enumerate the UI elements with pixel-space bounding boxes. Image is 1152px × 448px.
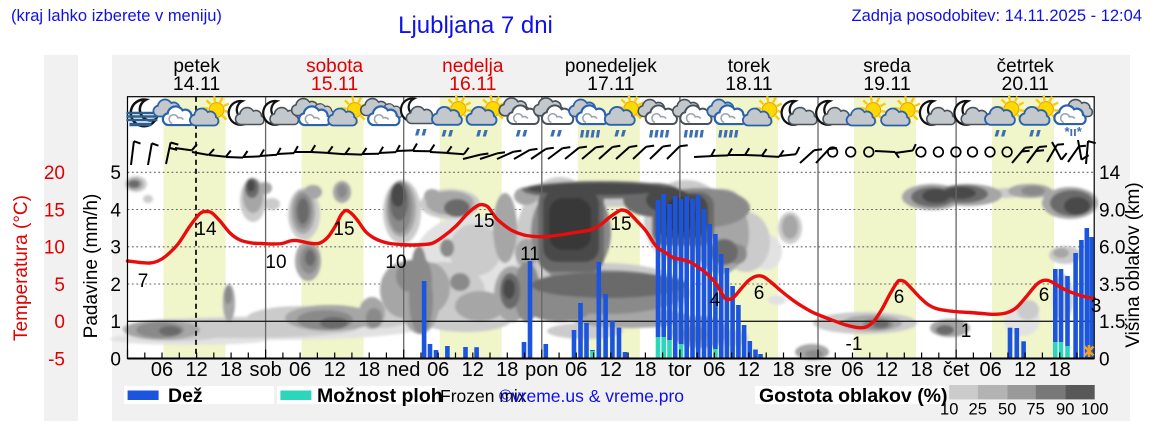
svg-text:12: 12: [876, 359, 898, 381]
svg-text:Temperatura (°C): Temperatura (°C): [11, 195, 32, 341]
svg-text:tor: tor: [668, 359, 692, 381]
svg-text:18: 18: [634, 359, 656, 381]
svg-text:20: 20: [44, 163, 65, 184]
svg-text:5: 5: [110, 163, 121, 184]
svg-text:sre: sre: [804, 359, 832, 381]
svg-text:1.5: 1.5: [1099, 312, 1125, 333]
svg-text:Višina oblakov (km): Višina oblakov (km): [1123, 182, 1144, 347]
svg-text:ned: ned: [387, 359, 420, 381]
svg-text:sob: sob: [249, 359, 281, 381]
svg-text:14.11: 14.11: [173, 73, 220, 95]
svg-text:6: 6: [1039, 285, 1050, 306]
svg-text:18: 18: [1049, 359, 1071, 381]
svg-text:15.11: 15.11: [311, 73, 358, 95]
svg-text:06: 06: [841, 359, 863, 381]
svg-text:15: 15: [473, 211, 494, 232]
svg-text:0: 0: [110, 349, 121, 370]
svg-text:pon: pon: [525, 359, 558, 381]
svg-text:9.0: 9.0: [1099, 200, 1125, 221]
svg-text:12: 12: [185, 359, 207, 381]
svg-text:12: 12: [1014, 359, 1036, 381]
svg-text:1: 1: [110, 312, 121, 333]
svg-text:12: 12: [600, 359, 622, 381]
svg-text:6: 6: [754, 283, 765, 304]
svg-text:4: 4: [710, 290, 721, 311]
svg-text:20.11: 20.11: [1002, 73, 1049, 95]
svg-text:16.11: 16.11: [449, 73, 496, 95]
svg-text:15: 15: [44, 200, 65, 221]
svg-text:Zadnja posodobitev: 14.11.2025: Zadnja posodobitev: 14.11.2025 - 12:04: [852, 7, 1143, 25]
svg-text:15: 15: [333, 219, 354, 240]
svg-text:©vreme.us & vreme.pro: ©vreme.us & vreme.pro: [499, 386, 684, 406]
svg-text:10: 10: [940, 401, 958, 419]
svg-text:3.5: 3.5: [1099, 275, 1125, 296]
svg-text:15: 15: [610, 214, 631, 235]
svg-text:18: 18: [496, 359, 518, 381]
svg-text:11: 11: [520, 244, 540, 265]
svg-text:14: 14: [1099, 163, 1121, 184]
svg-text:-5: -5: [48, 349, 65, 370]
svg-text:14: 14: [195, 219, 217, 240]
svg-text:10: 10: [44, 238, 65, 259]
svg-text:6: 6: [894, 287, 905, 308]
svg-text:Možnost ploh: Možnost ploh: [317, 385, 443, 407]
svg-text:06: 06: [151, 359, 173, 381]
svg-text:*ıı*: *ıı*: [1065, 124, 1083, 139]
svg-text:7: 7: [138, 271, 149, 292]
svg-text:2: 2: [110, 275, 121, 296]
svg-text:Padavine (mm/h): Padavine (mm/h): [81, 194, 102, 339]
svg-text:100: 100: [1081, 401, 1109, 419]
svg-text:10: 10: [385, 252, 406, 273]
svg-text:5: 5: [54, 275, 65, 296]
svg-text:18: 18: [358, 359, 380, 381]
svg-text:čet: čet: [943, 359, 970, 381]
svg-text:25: 25: [969, 401, 987, 419]
svg-text:90: 90: [1056, 401, 1074, 419]
svg-text:6.0: 6.0: [1099, 238, 1125, 259]
svg-text:18: 18: [220, 359, 242, 381]
svg-text:75: 75: [1026, 401, 1044, 419]
svg-text:18: 18: [772, 359, 794, 381]
svg-text:17.11: 17.11: [587, 73, 634, 95]
svg-text:06: 06: [703, 359, 725, 381]
svg-text:Dež: Dež: [168, 385, 203, 407]
svg-text:4: 4: [110, 200, 121, 221]
svg-text:0: 0: [1099, 349, 1110, 370]
svg-text:12: 12: [462, 359, 484, 381]
svg-text:-1: -1: [846, 334, 863, 355]
svg-text:3: 3: [110, 238, 121, 259]
svg-text:06: 06: [427, 359, 449, 381]
svg-text:06: 06: [289, 359, 311, 381]
svg-text:12: 12: [738, 359, 760, 381]
svg-text:Gostota oblakov (%): Gostota oblakov (%): [759, 385, 948, 407]
svg-text:0: 0: [54, 312, 65, 333]
svg-text:Ljubljana 7 dni: Ljubljana 7 dni: [398, 12, 553, 39]
svg-text:06: 06: [979, 359, 1001, 381]
svg-text:06: 06: [565, 359, 587, 381]
svg-text:(kraj lahko izberete v meniju): (kraj lahko izberete v meniju): [11, 7, 222, 25]
svg-text:50: 50: [998, 401, 1016, 419]
svg-text:18.11: 18.11: [725, 73, 772, 95]
svg-text:1: 1: [961, 321, 972, 342]
svg-text:18: 18: [910, 359, 932, 381]
svg-text:10: 10: [265, 252, 286, 273]
svg-text:12: 12: [324, 359, 346, 381]
svg-text:19.11: 19.11: [863, 73, 910, 95]
